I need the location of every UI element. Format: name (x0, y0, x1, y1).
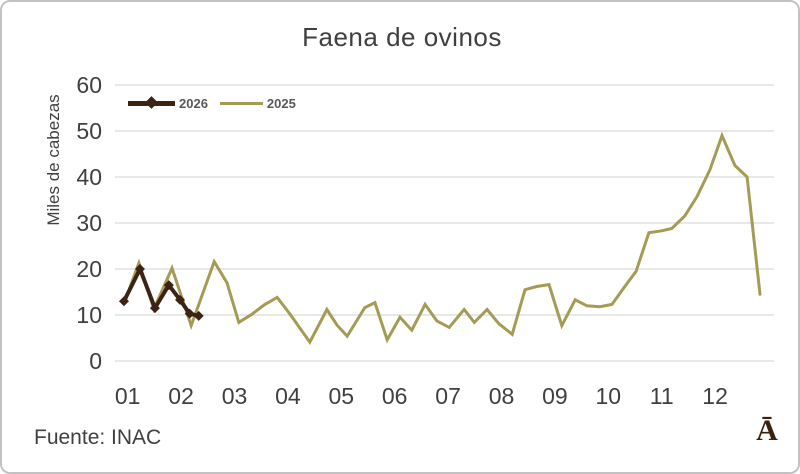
y-tick-label: 30 (76, 210, 102, 236)
legend-label-2026: 2026 (179, 95, 208, 111)
diamond-marker-icon (184, 308, 195, 319)
series-2026-markers (118, 264, 204, 321)
y-tick-label: 40 (76, 164, 102, 190)
diamond-marker-icon (118, 296, 129, 307)
diamond-marker-icon (163, 280, 174, 291)
x-tick-label: 01 (114, 383, 141, 409)
y-tick-label: 60 (76, 72, 102, 98)
x-tick-label: 09 (542, 383, 568, 409)
diamond-marker-icon (134, 264, 145, 274)
series-2025-line (122, 131, 762, 345)
diamond-marker-icon (145, 95, 158, 109)
source-note: Fuente: INAC (34, 426, 162, 449)
chart-title: Faena de ovinos (302, 22, 502, 52)
x-tick-label: 07 (435, 383, 461, 409)
legend-item-2025: 2025 (219, 95, 296, 111)
x-tick-label: 11 (649, 383, 674, 409)
legend-label-2025: 2025 (266, 95, 296, 111)
y-tick-label: 50 (76, 118, 102, 144)
x-tick-label: 08 (488, 383, 515, 409)
diamond-marker-icon (175, 294, 186, 305)
series-2025-swatch-icon (219, 101, 263, 105)
x-tick-label: 10 (595, 383, 622, 409)
diamond-marker-icon (149, 303, 160, 314)
x-tick-label: 06 (381, 383, 408, 409)
x-tick-label: 04 (275, 383, 301, 409)
y-tick-label: 10 (76, 302, 102, 328)
y-tick-label: 20 (76, 256, 102, 282)
gridlines (115, 84, 774, 362)
x-tick-label: 03 (221, 383, 248, 409)
series-2026-swatch-icon (128, 95, 175, 109)
watermark-letter: Ā (756, 414, 778, 447)
diamond-marker-icon (193, 310, 204, 321)
x-tick-label: 05 (328, 383, 355, 409)
legend: 2026 2025 (128, 94, 296, 112)
y-tick-label: 0 (89, 348, 102, 374)
x-tick-label: 02 (168, 383, 194, 409)
x-tick-label: 12 (702, 383, 728, 409)
legend-item-2026: 2026 (128, 96, 208, 111)
